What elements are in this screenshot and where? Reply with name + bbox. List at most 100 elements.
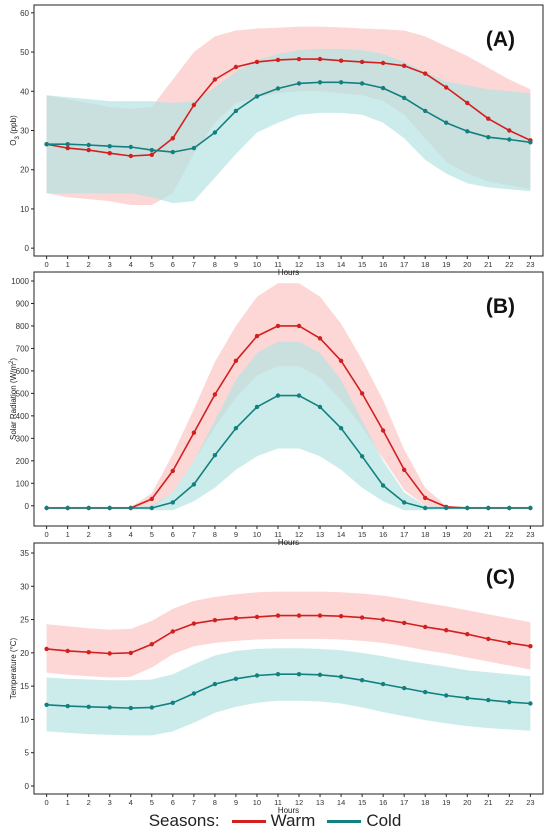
- y-tick-label: 15: [20, 682, 29, 691]
- y-axis-label: O3 (ppb): [9, 115, 21, 146]
- x-tick-label: 17: [400, 530, 408, 539]
- data-point-warm: [107, 151, 112, 156]
- data-point-warm: [296, 323, 302, 329]
- x-tick-label: 7: [192, 530, 196, 539]
- data-point-cold: [528, 505, 533, 511]
- data-point-cold: [296, 393, 302, 398]
- data-point-cold: [107, 705, 112, 710]
- x-axis-label: Hours: [278, 806, 299, 815]
- data-point-cold: [528, 140, 533, 145]
- y-tick-label: 10: [20, 205, 29, 214]
- legend-item-warm: Warm: [231, 811, 316, 831]
- data-point-cold: [507, 699, 512, 705]
- data-point-warm: [107, 651, 112, 656]
- data-point-cold: [486, 135, 491, 140]
- x-tick-label: 17: [400, 260, 408, 269]
- panel-label: (A): [486, 28, 515, 51]
- data-point-warm: [507, 640, 512, 646]
- x-tick-label: 4: [129, 530, 133, 539]
- data-point-warm: [444, 628, 449, 633]
- data-point-cold: [359, 81, 365, 86]
- data-point-cold: [296, 672, 302, 677]
- data-point-cold: [423, 505, 428, 511]
- x-tick-label: 3: [108, 798, 112, 807]
- x-tick-label: 2: [87, 260, 91, 269]
- x-tick-label: 7: [192, 798, 196, 807]
- series-line-cold: [46, 81, 531, 153]
- data-point-cold: [402, 95, 407, 101]
- data-point-warm: [149, 152, 154, 157]
- x-tick-label: 14: [337, 798, 345, 807]
- data-point-cold: [338, 674, 344, 679]
- data-point-warm: [528, 644, 533, 649]
- data-point-cold: [380, 85, 386, 91]
- x-tick-label: 13: [316, 798, 324, 807]
- y-tick-label: 800: [16, 322, 30, 331]
- legend-label-warm: Warm: [270, 811, 316, 830]
- data-point-cold: [444, 505, 449, 511]
- x-tick-label: 6: [171, 530, 175, 539]
- x-tick-label: 20: [463, 798, 471, 807]
- x-tick-label: 0: [45, 530, 49, 539]
- y-tick-label: 400: [16, 412, 30, 421]
- data-point-cold: [275, 86, 281, 91]
- x-tick-label: 14: [337, 530, 345, 539]
- data-point-cold: [233, 426, 239, 431]
- data-point-warm: [380, 617, 386, 622]
- data-point-warm: [233, 64, 239, 70]
- y-tick-label: 700: [16, 344, 30, 353]
- data-point-warm: [465, 632, 470, 637]
- data-point-cold: [507, 505, 512, 511]
- y-tick-label: 200: [16, 457, 30, 466]
- data-point-cold: [191, 145, 197, 151]
- data-point-warm: [86, 147, 91, 153]
- confidence-band-warm: [46, 591, 531, 678]
- series-line-cold: [46, 394, 531, 509]
- data-point-cold: [212, 681, 218, 687]
- data-point-warm: [170, 629, 175, 634]
- data-point-warm: [317, 336, 323, 341]
- x-tick-label: 18: [421, 260, 429, 269]
- series-line-cold: [46, 673, 531, 709]
- x-tick-label: 8: [213, 530, 217, 539]
- series-line-warm: [46, 614, 531, 655]
- x-tick-label: 1: [66, 798, 70, 807]
- data-point-warm: [338, 614, 344, 619]
- x-tick-label: 15: [358, 260, 366, 269]
- x-tick-label: 19: [442, 530, 450, 539]
- data-point-warm: [275, 57, 281, 63]
- data-point-cold: [170, 149, 175, 155]
- x-tick-label: 2: [87, 798, 91, 807]
- y-tick-label: 5: [25, 749, 30, 758]
- x-tick-label: 23: [526, 260, 534, 269]
- x-tick-label: 12: [295, 260, 303, 269]
- series-line-warm: [46, 58, 531, 157]
- data-point-warm: [86, 650, 91, 655]
- data-point-cold: [359, 454, 365, 459]
- data-point-warm: [149, 496, 154, 502]
- data-point-warm: [191, 430, 197, 435]
- x-tick-label: 20: [463, 530, 471, 539]
- data-point-cold: [338, 80, 344, 85]
- y-tick-label: 50: [20, 48, 29, 57]
- data-point-warm: [465, 100, 470, 106]
- x-tick-label: 10: [253, 260, 261, 269]
- panel-label: (B): [486, 295, 515, 318]
- x-tick-label: 23: [526, 530, 534, 539]
- data-point-cold: [465, 505, 470, 511]
- data-point-warm: [296, 56, 302, 62]
- data-point-cold: [402, 685, 407, 691]
- x-tick-label: 21: [484, 260, 492, 269]
- data-point-warm: [486, 116, 491, 121]
- x-tick-label: 6: [171, 798, 175, 807]
- data-point-cold: [254, 673, 260, 678]
- data-point-cold: [107, 144, 112, 149]
- x-tick-label: 22: [505, 530, 513, 539]
- x-tick-label: 5: [150, 798, 154, 807]
- data-point-cold: [486, 697, 491, 703]
- data-point-cold: [170, 500, 175, 505]
- x-tick-label: 16: [379, 530, 387, 539]
- data-point-warm: [317, 613, 323, 618]
- data-point-cold: [296, 81, 302, 86]
